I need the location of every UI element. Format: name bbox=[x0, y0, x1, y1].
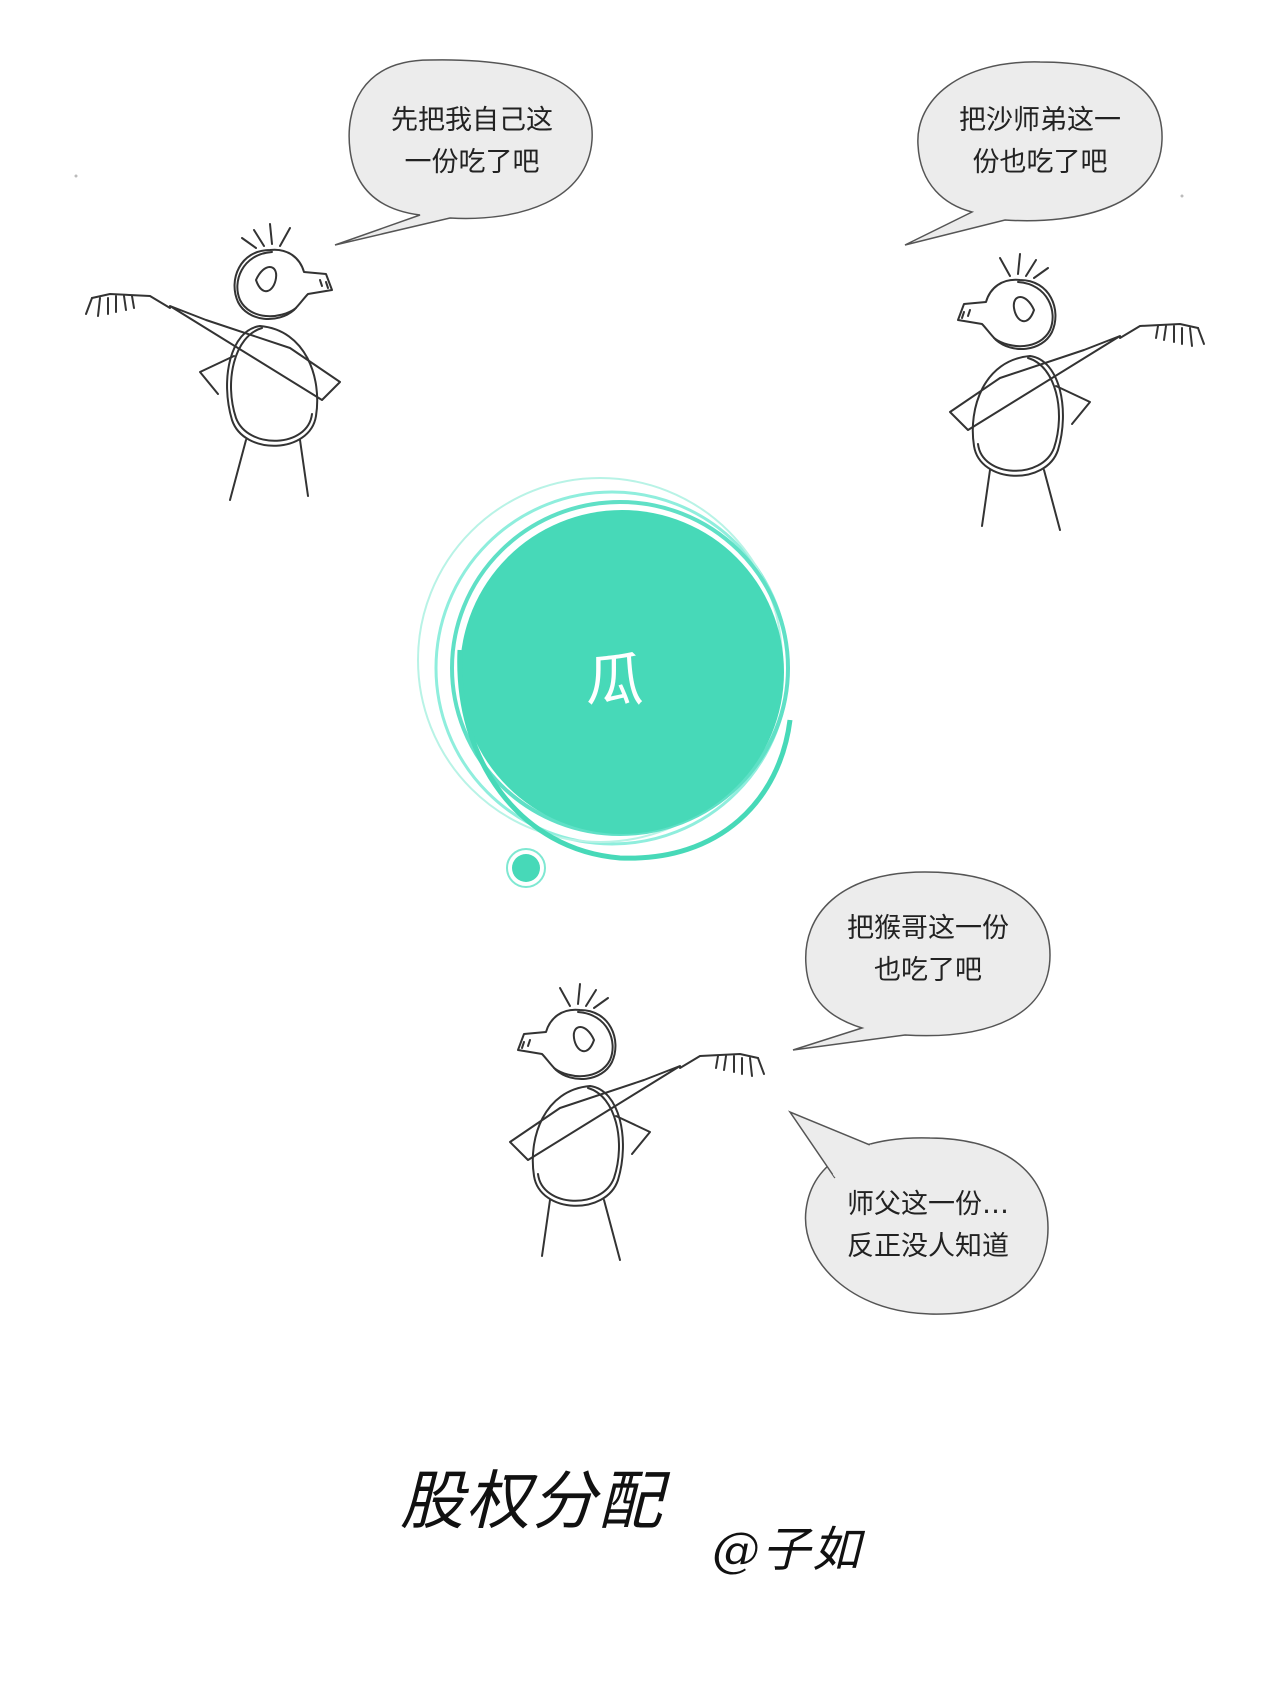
bubble-text-top-right: 把沙师弟这一 份也吃了吧 bbox=[959, 105, 1121, 178]
comic-title-handwritten: 股权分配 bbox=[400, 1465, 664, 1539]
bubble-text-middle: 把猴哥这一份 也吃了吧 bbox=[847, 913, 1009, 986]
melon-label: 瓜 bbox=[585, 646, 644, 714]
speech-bubble-middle bbox=[792, 871, 1051, 1051]
speech-bubble-top-left bbox=[334, 59, 593, 246]
melon bbox=[417, 477, 793, 888]
bubble-text-bottom: 师父这一份… 反正没人知道 bbox=[847, 1189, 1009, 1262]
speech-bubble-top-right bbox=[904, 61, 1163, 246]
pig-character-top-left bbox=[85, 223, 341, 501]
speech-bubble-bottom bbox=[787, 1110, 1049, 1315]
pig-character-bottom bbox=[509, 983, 765, 1261]
bubble-text-top-left: 先把我自己这 一份吃了吧 bbox=[391, 105, 553, 178]
author-signature: @子如 bbox=[712, 1522, 863, 1578]
pig-character-top-right bbox=[949, 253, 1205, 531]
